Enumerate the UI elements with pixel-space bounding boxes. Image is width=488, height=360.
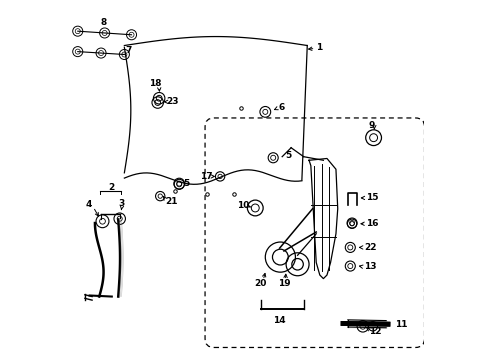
Text: 5: 5	[183, 179, 189, 188]
Text: 7: 7	[125, 46, 132, 55]
Text: 12: 12	[368, 327, 381, 336]
Text: 15: 15	[366, 193, 378, 202]
Text: 17: 17	[199, 172, 212, 181]
Text: 3: 3	[119, 199, 125, 208]
Text: 4: 4	[85, 200, 92, 209]
Text: 22: 22	[363, 243, 376, 252]
Text: 9: 9	[368, 121, 374, 130]
Text: 10: 10	[237, 201, 249, 210]
Text: 21: 21	[164, 197, 177, 206]
Text: 8: 8	[101, 18, 107, 27]
Text: 16: 16	[366, 219, 378, 228]
Text: 6: 6	[278, 103, 284, 112]
Text: 20: 20	[254, 279, 266, 288]
Text: 19: 19	[278, 279, 290, 288]
Text: 11: 11	[394, 320, 407, 329]
Text: 23: 23	[166, 97, 179, 106]
Text: 18: 18	[149, 80, 162, 89]
Text: 13: 13	[363, 262, 376, 271]
Text: 14: 14	[273, 316, 285, 325]
Text: 2: 2	[108, 183, 114, 192]
Text: 1: 1	[316, 43, 322, 52]
Text: 5: 5	[285, 151, 291, 160]
